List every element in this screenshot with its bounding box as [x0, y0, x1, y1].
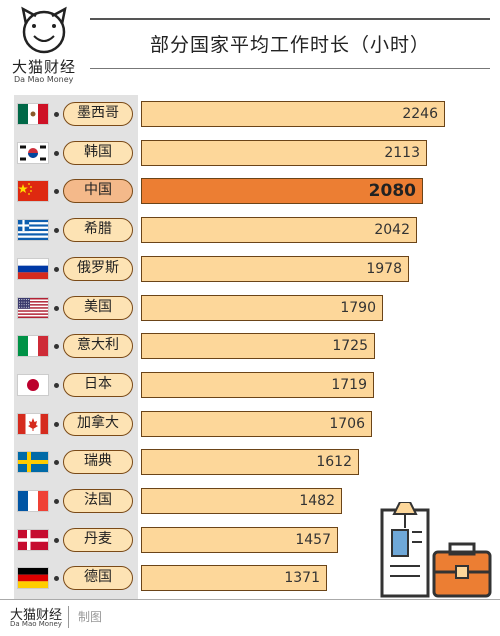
bullet-dot: [54, 421, 59, 427]
china-flag-graphic: [18, 181, 48, 202]
logo-subtext: Da Mao Money: [14, 75, 74, 84]
country-label: 法国: [63, 489, 133, 513]
country-label: 韩国: [63, 140, 133, 165]
data-label: 2246: [402, 106, 438, 122]
japan-flag-icon: [17, 373, 49, 396]
bullet-dot: [54, 305, 59, 311]
bullet-dot: [54, 189, 59, 195]
bar: 1457: [141, 526, 338, 553]
russia-flag-graphic: [18, 258, 48, 279]
footer-rule: [0, 599, 500, 600]
bar: 1371: [141, 565, 327, 592]
data-label: 1371: [284, 570, 320, 587]
bar: 2246: [141, 101, 445, 127]
data-label: 1482: [299, 493, 335, 509]
bullet-dot: [54, 537, 59, 543]
country-label: 瑞典: [63, 450, 133, 475]
footer-credit: 制图: [78, 610, 103, 624]
data-label: 1706: [329, 415, 365, 432]
bullet-dot: [54, 266, 59, 272]
data-label: 1790: [340, 299, 376, 316]
data-label: 1612: [316, 454, 352, 471]
germany-flag-icon: [17, 567, 49, 590]
title-rule-bottom: [90, 68, 490, 69]
bullet-dot: [54, 344, 59, 350]
data-label: 1725: [332, 338, 368, 355]
mexico-flag-graphic: [18, 104, 48, 124]
country-label: 墨西哥: [63, 102, 133, 126]
chart-title: 部分国家平均工作时长（小时）: [149, 34, 430, 56]
bullet-dot: [54, 499, 59, 504]
bar: 1706: [141, 410, 372, 437]
italy-flag-graphic: [18, 336, 48, 357]
footer-logo-subtext: Da Mao Money: [10, 620, 62, 628]
bullet-dot: [54, 576, 59, 582]
greece-flag-graphic: [18, 220, 48, 241]
japan-flag-graphic: [18, 374, 48, 395]
usa-flag-icon: [17, 296, 49, 319]
bar: 2042: [141, 217, 417, 244]
sweden-flag-icon: [17, 451, 49, 474]
greece-flag-icon: [17, 219, 49, 242]
country-label: 日本: [63, 372, 133, 397]
country-label: 加拿大: [63, 411, 133, 436]
data-label: 2080: [368, 181, 416, 202]
germany-flag-graphic: [18, 568, 48, 589]
logo: 大猫财经 Da Mao Money: [10, 6, 82, 86]
cat-logo-icon: [21, 6, 67, 54]
bar: 2113: [141, 139, 427, 166]
france-flag-graphic: [18, 491, 48, 511]
data-label: 1978: [366, 260, 402, 277]
bullet-dot: [54, 150, 59, 156]
canada-flag-graphic: [18, 413, 48, 434]
country-label: 德国: [63, 566, 133, 591]
data-label: 2113: [384, 144, 420, 161]
mexico-flag-icon: [17, 103, 49, 125]
bullet-dot: [54, 112, 59, 117]
country-label: 中国: [63, 179, 133, 204]
china-flag-icon: [17, 180, 49, 203]
denmark-flag-graphic: [18, 529, 48, 550]
france-flag-icon: [17, 490, 49, 512]
bullet-dot: [54, 228, 59, 234]
russia-flag-icon: [17, 257, 49, 280]
bar: 1790: [141, 294, 383, 321]
bar: 1719: [141, 371, 374, 398]
country-label: 意大利: [63, 334, 133, 359]
logo-text: 大猫财经: [12, 58, 77, 76]
country-label: 美国: [63, 295, 133, 320]
bar: 1725: [141, 333, 375, 360]
italy-flag-icon: [17, 335, 49, 358]
data-label: 2042: [374, 222, 410, 239]
bar: 2080: [141, 178, 423, 205]
country-label: 俄罗斯: [63, 256, 133, 281]
sweden-flag-graphic: [18, 452, 48, 473]
bullet-dot: [54, 460, 59, 466]
office-illustration-icon: [380, 502, 492, 598]
data-label: 1457: [295, 531, 331, 548]
bar: 1612: [141, 449, 359, 476]
bar: 1482: [141, 488, 342, 514]
denmark-flag-icon: [17, 528, 49, 551]
title-rule-top: [90, 18, 490, 20]
data-label: 1719: [331, 376, 367, 393]
canada-flag-icon: [17, 412, 49, 435]
country-label: 丹麦: [63, 527, 133, 552]
bar: 1978: [141, 255, 409, 282]
footer-logo-text: 大猫财经: [10, 608, 63, 623]
south-korea-flag-icon: [17, 141, 49, 164]
usa-flag-graphic: [18, 297, 48, 318]
country-label: 希腊: [63, 218, 133, 243]
bullet-dot: [54, 382, 59, 388]
footer-separator: [68, 606, 69, 628]
south-korea-flag-graphic: [18, 142, 48, 163]
